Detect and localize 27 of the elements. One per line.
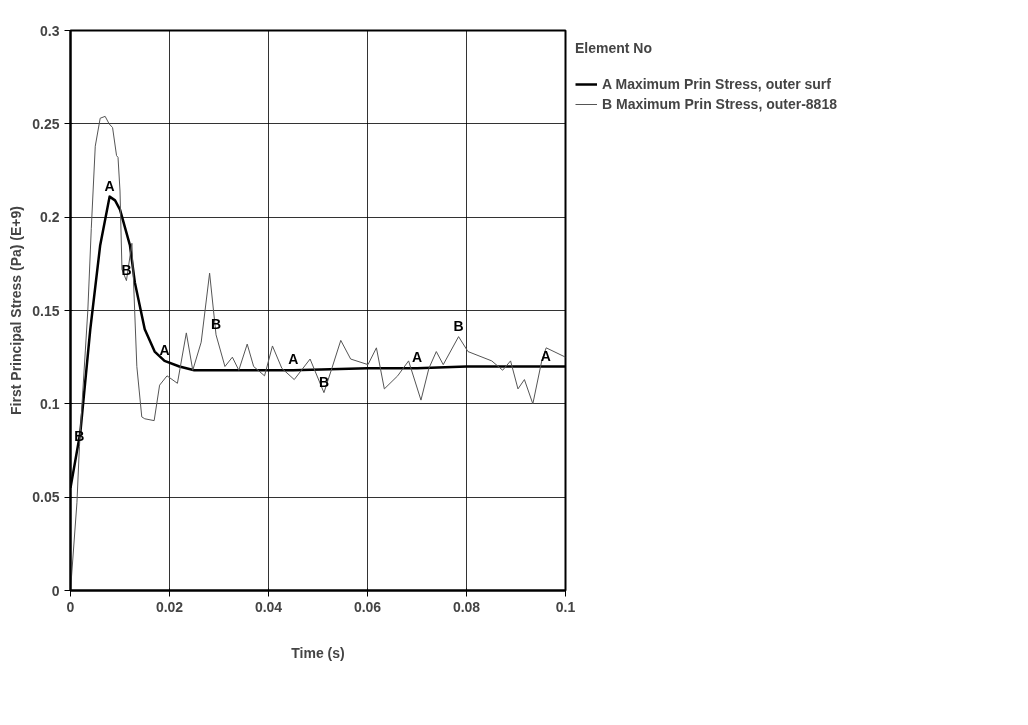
- annotation: B: [453, 317, 464, 334]
- x-tick-label: 0.02: [155, 598, 184, 615]
- annotation: A: [288, 351, 299, 368]
- y-tick-label: 0.15: [32, 302, 60, 319]
- x-axis-title: Time (s): [291, 644, 345, 661]
- annotation: A: [159, 341, 170, 358]
- annotation: A: [411, 349, 423, 366]
- x-tick-label: 0.04: [254, 598, 283, 615]
- y-tick-label: 0.25: [32, 115, 60, 132]
- y-tick-label: 0.2: [40, 209, 60, 226]
- annotation: B: [121, 261, 132, 278]
- annotation: B: [210, 315, 222, 332]
- x-tick-label: 0.06: [353, 598, 382, 615]
- y-tick-label: 0.1: [40, 395, 60, 412]
- y-tick-label: 0.05: [32, 489, 60, 506]
- x-tick-label: 0.1: [555, 598, 576, 615]
- legend-label: A Maximum Prin Stress, outer surf: [602, 76, 831, 92]
- annotation: B: [318, 373, 330, 390]
- legend-label: B Maximum Prin Stress, outer-8818: [602, 96, 837, 112]
- annotation: A: [104, 177, 115, 194]
- y-tick-label: 0.3: [40, 22, 60, 39]
- x-tick-label: 0.08: [452, 598, 481, 615]
- legend-title: Element No: [575, 40, 653, 56]
- y-axis-title: First Principal Stress (Pa) (E+9): [8, 206, 25, 415]
- x-tick-label: 0: [66, 598, 75, 615]
- annotation: A: [540, 347, 551, 364]
- y-tick-label: 0: [51, 582, 60, 599]
